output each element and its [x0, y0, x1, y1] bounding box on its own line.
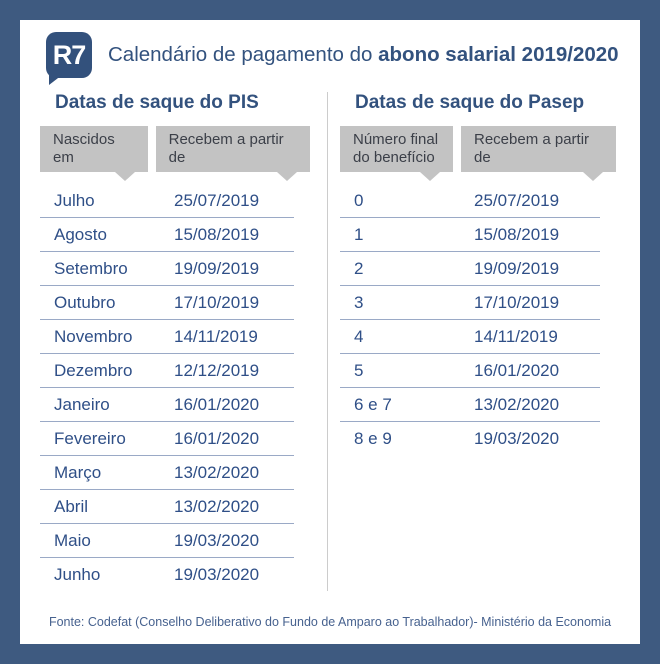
- pasep-table: 0 25/07/2019 1 15/08/2019 2 19/09/2019: [340, 184, 600, 455]
- table-row: Maio 19/03/2020: [40, 524, 294, 558]
- table-row: 5 16/01/2020: [340, 354, 600, 388]
- pis-col1-header-label: Nascidos em: [53, 131, 115, 166]
- row-date-cell: 16/01/2020: [174, 429, 260, 448]
- footer: Fonte: Codefat (Conselho Deliberativo do…: [20, 615, 640, 644]
- row-date-cell: 17/10/2019: [474, 293, 560, 312]
- table-row: 2 19/09/2019: [340, 252, 600, 286]
- row-label-cell: Fevereiro: [54, 429, 126, 448]
- pasep-col1-header-chip: Número final do benefício: [340, 126, 453, 181]
- table-row: Outubro 17/10/2019: [40, 286, 294, 320]
- row-label-cell: Abril: [54, 497, 89, 516]
- pis-col2-header-label: Recebem a partir de: [168, 131, 284, 166]
- row-date-cell: 16/01/2020: [174, 395, 260, 414]
- row-date-cell: 13/02/2020: [474, 395, 560, 414]
- page-title: Calendário de pagamento do abono salaria…: [108, 43, 619, 67]
- pis-section-heading: Datas de saque do PIS: [55, 92, 259, 113]
- row-date-cell: 15/08/2019: [474, 225, 560, 244]
- pasep-col1-header-label: Número final do benefício: [353, 131, 439, 166]
- column-divider: [327, 92, 328, 591]
- row-date-cell: 13/02/2020: [174, 497, 260, 516]
- page-title-regular: Calendário de pagamento do: [108, 43, 379, 66]
- row-date-cell: 14/11/2019: [174, 327, 258, 346]
- table-row: Janeiro 16/01/2020: [40, 388, 294, 422]
- row-label-cell: Novembro: [54, 327, 133, 346]
- row-label-cell: Janeiro: [54, 395, 110, 414]
- row-date-cell: 19/03/2020: [474, 429, 560, 448]
- row-label-cell: 1: [354, 225, 364, 244]
- row-date-cell: 15/08/2019: [174, 225, 260, 244]
- row-date-cell: 19/03/2020: [174, 565, 260, 584]
- table-row: 0 25/07/2019: [340, 184, 600, 218]
- table-row: Setembro 19/09/2019: [40, 252, 294, 286]
- tables-area: Datas de saque do PIS Nascidos em Recebe…: [20, 92, 640, 591]
- table-row: Julho 25/07/2019: [40, 184, 294, 218]
- page-title-bold: abono salarial 2019/2020: [378, 43, 619, 66]
- row-label-cell: 3: [354, 293, 364, 312]
- row-date-cell: 19/03/2020: [174, 531, 260, 550]
- table-row: Abril 13/02/2020: [40, 490, 294, 524]
- r7-logo-icon: R7: [46, 32, 92, 85]
- table-row: 4 14/11/2019: [340, 320, 600, 354]
- row-label-cell: Março: [54, 463, 102, 482]
- row-label-cell: Setembro: [54, 259, 128, 278]
- pasep-col2-header-chip: Recebem a partir de: [461, 126, 616, 181]
- row-date-cell: 25/07/2019: [474, 191, 560, 210]
- pasep-col2-header-label: Recebem a partir de: [474, 131, 590, 166]
- table-row: 6 e 7 13/02/2020: [340, 388, 600, 422]
- pis-section: Datas de saque do PIS Nascidos em Recebe…: [40, 92, 310, 591]
- table-row: Março 13/02/2020: [40, 456, 294, 490]
- row-label-cell: Junho: [54, 565, 101, 584]
- table-row: 8 e 9 19/03/2020: [340, 422, 600, 455]
- table-row: Novembro 14/11/2019: [40, 320, 294, 354]
- row-date-cell: 25/07/2019: [174, 191, 260, 210]
- row-date-cell: 12/12/2019: [174, 361, 260, 380]
- row-date-cell: 16/01/2020: [474, 361, 560, 380]
- row-date-cell: 19/09/2019: [174, 259, 260, 278]
- row-label-cell: Dezembro: [54, 361, 133, 380]
- header: R7 Calendário de pagamento do abono sala…: [20, 20, 640, 85]
- table-row: Agosto 15/08/2019: [40, 218, 294, 252]
- row-date-cell: 13/02/2020: [174, 463, 260, 482]
- source-text: Fonte: Codefat (Conselho Deliberativo do…: [48, 615, 612, 629]
- table-row: 3 17/10/2019: [340, 286, 600, 320]
- row-label-cell: 2: [354, 259, 364, 278]
- pasep-column-headers: Número final do benefício Recebem a part…: [340, 126, 622, 181]
- row-label-cell: Agosto: [54, 225, 107, 244]
- row-label-cell: 0: [354, 191, 364, 210]
- row-date-cell: 19/09/2019: [474, 259, 560, 278]
- row-label-cell: 4: [354, 327, 364, 346]
- table-row: Fevereiro 16/01/2020: [40, 422, 294, 456]
- pis-table: Julho 25/07/2019 Agosto 15/08/2019 Setem…: [40, 184, 294, 591]
- row-date-cell: 17/10/2019: [174, 293, 260, 312]
- row-label-cell: Maio: [54, 531, 91, 550]
- pis-col1-header-chip: Nascidos em: [40, 126, 148, 181]
- pis-col2-header-chip: Recebem a partir de: [155, 126, 310, 181]
- pasep-section-heading: Datas de saque do Pasep: [355, 92, 585, 113]
- row-label-cell: 6 e 7: [354, 395, 392, 414]
- table-row: Junho 19/03/2020: [40, 558, 294, 591]
- row-label-cell: Julho: [54, 191, 95, 210]
- row-label-cell: Outubro: [54, 293, 116, 312]
- row-date-cell: 14/11/2019: [474, 327, 558, 346]
- pis-column-headers: Nascidos em Recebem a partir de: [40, 126, 310, 181]
- table-row: 1 15/08/2019: [340, 218, 600, 252]
- content-panel: R7 Calendário de pagamento do abono sala…: [20, 20, 640, 644]
- table-row: Dezembro 12/12/2019: [40, 354, 294, 388]
- row-label-cell: 8 e 9: [354, 429, 392, 448]
- pasep-section: Datas de saque do Pasep Número final do …: [340, 92, 622, 591]
- row-label-cell: 5: [354, 361, 364, 380]
- r7-logo-text: R7: [52, 39, 87, 70]
